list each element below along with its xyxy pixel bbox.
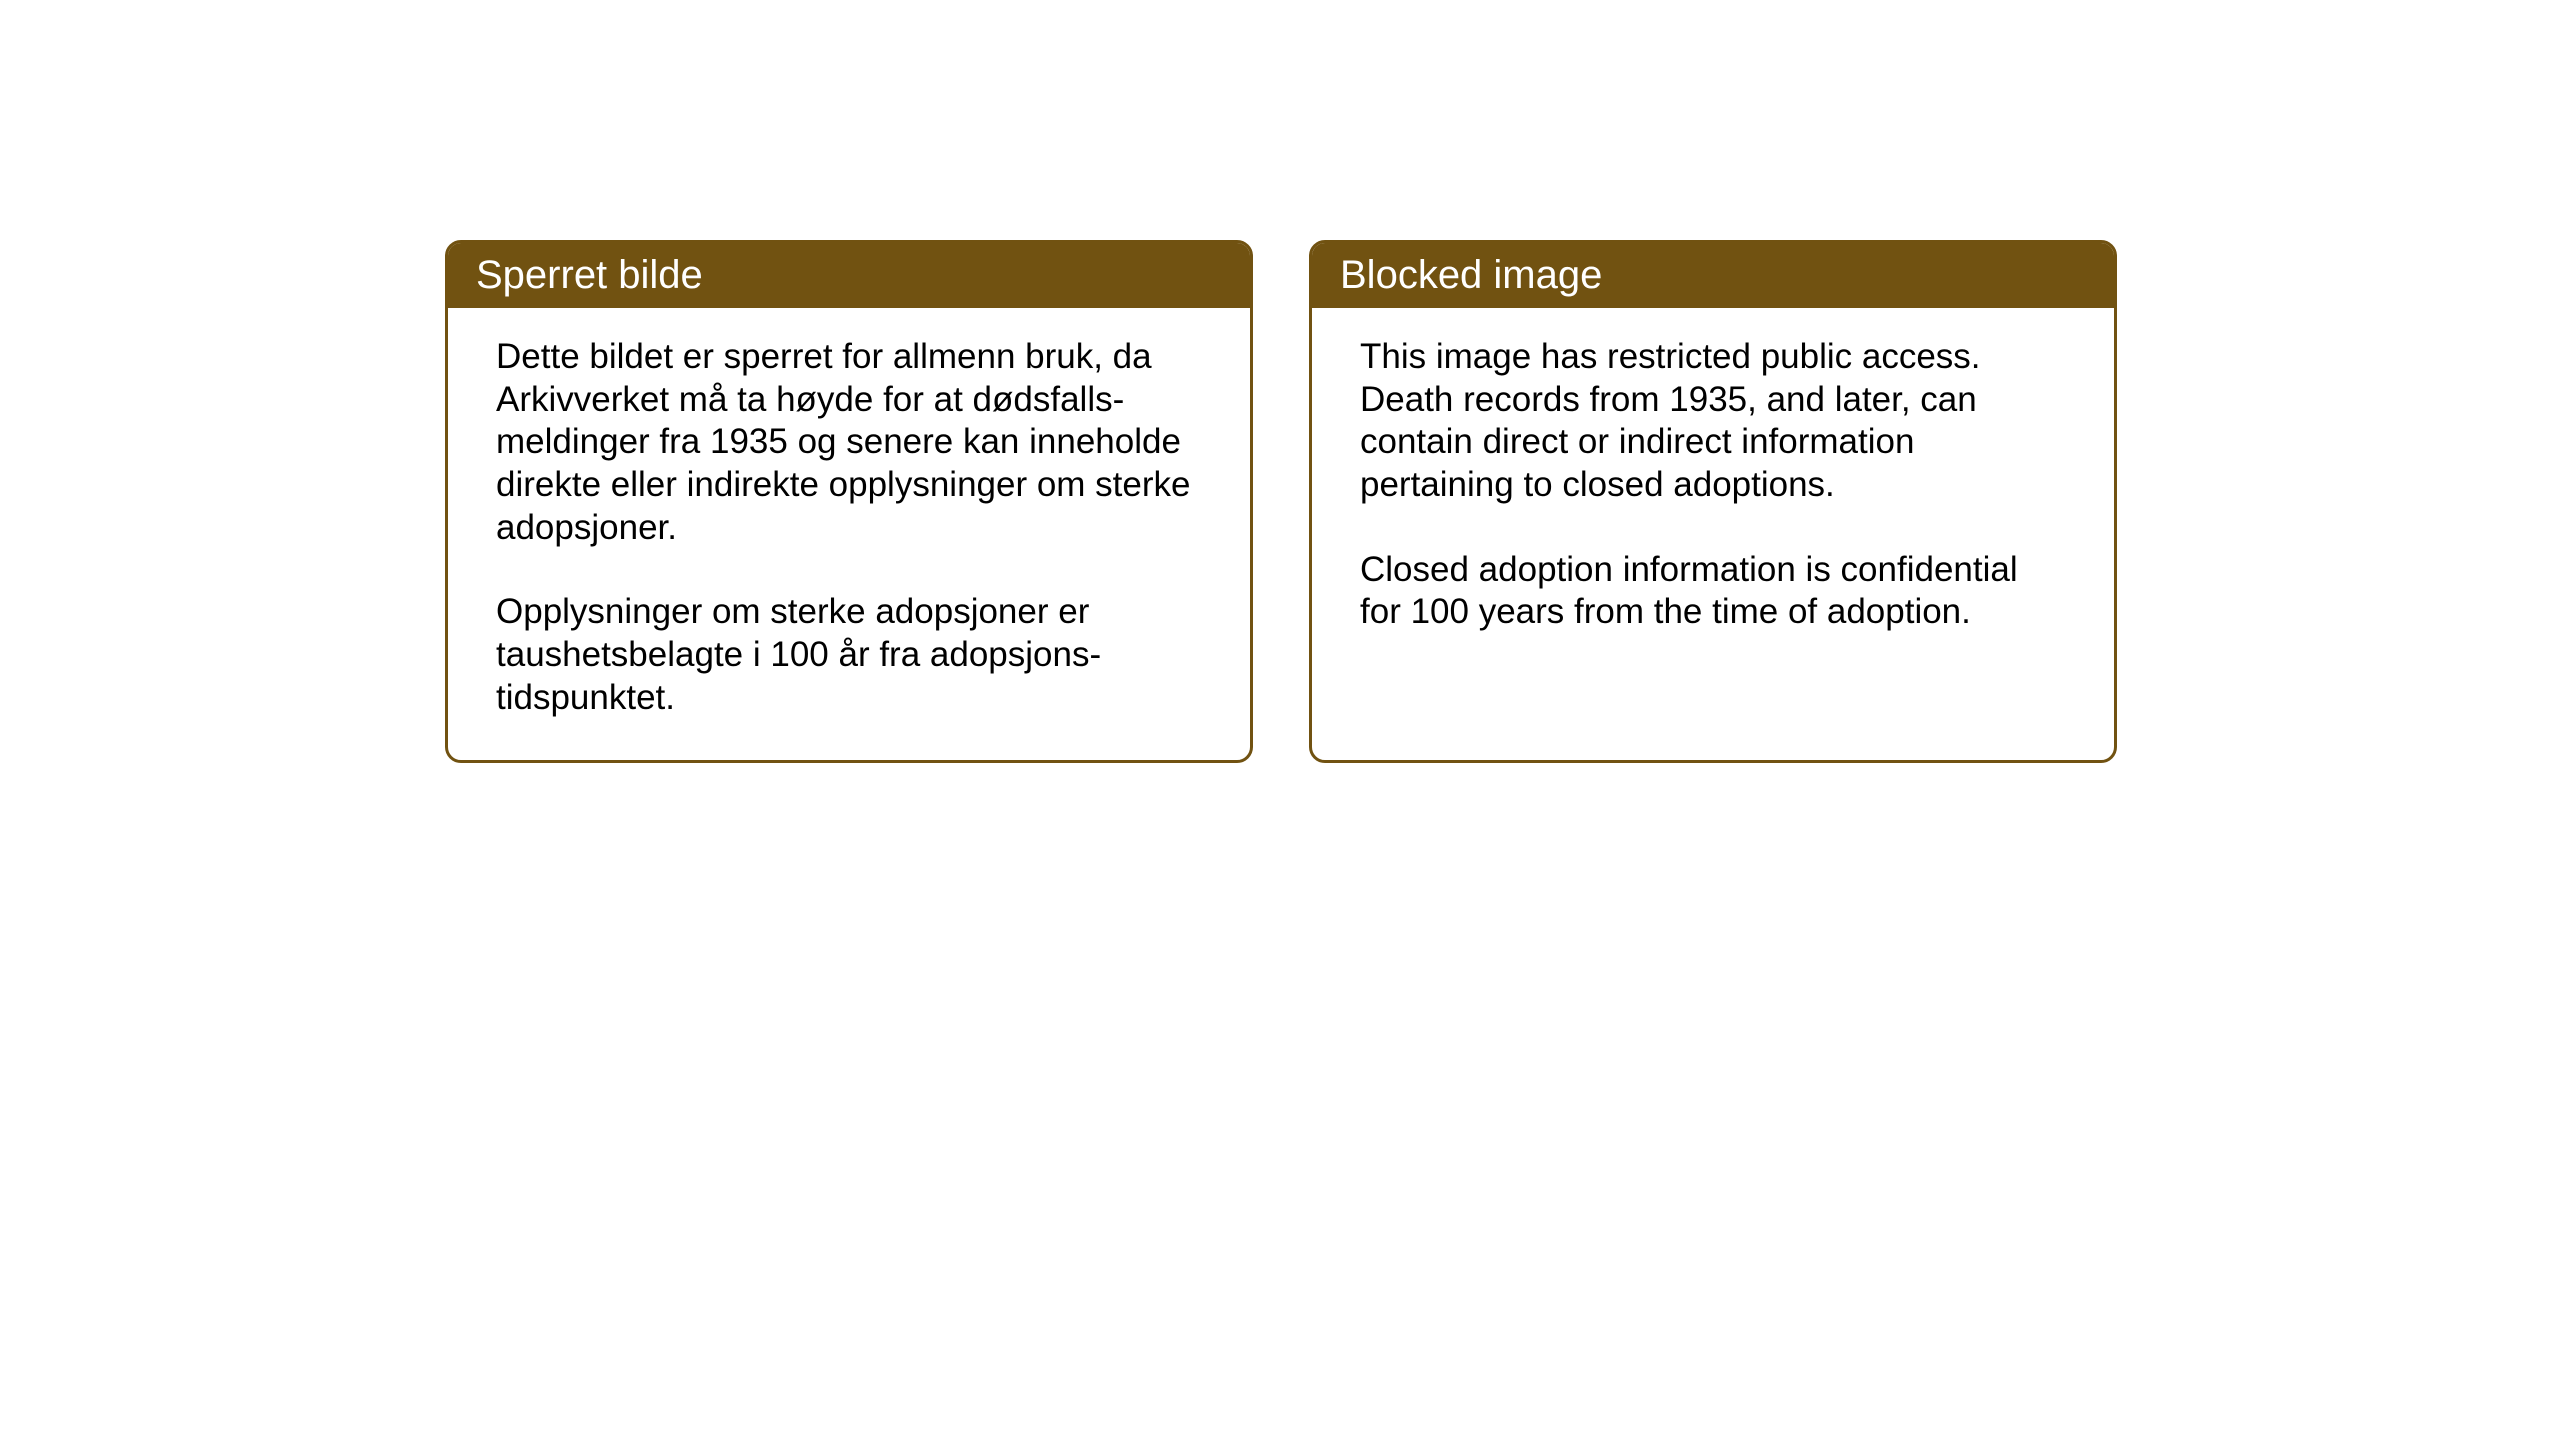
card-title: Sperret bilde [476, 253, 703, 297]
card-paragraph-2: Closed adoption information is confident… [1360, 549, 2066, 634]
card-title: Blocked image [1340, 253, 1602, 297]
card-header-english: Blocked image [1312, 243, 2114, 308]
notice-card-english: Blocked image This image has restricted … [1309, 240, 2117, 763]
card-paragraph-1: Dette bildet er sperret for allmenn bruk… [496, 336, 1202, 549]
card-body-english: This image has restricted public access.… [1312, 308, 2114, 674]
notice-cards-container: Sperret bilde Dette bildet er sperret fo… [445, 240, 2117, 763]
card-paragraph-1: This image has restricted public access.… [1360, 336, 2066, 507]
card-paragraph-2: Opplysninger om sterke adopsjoner er tau… [496, 591, 1202, 719]
card-header-norwegian: Sperret bilde [448, 243, 1250, 308]
card-body-norwegian: Dette bildet er sperret for allmenn bruk… [448, 308, 1250, 760]
notice-card-norwegian: Sperret bilde Dette bildet er sperret fo… [445, 240, 1253, 763]
